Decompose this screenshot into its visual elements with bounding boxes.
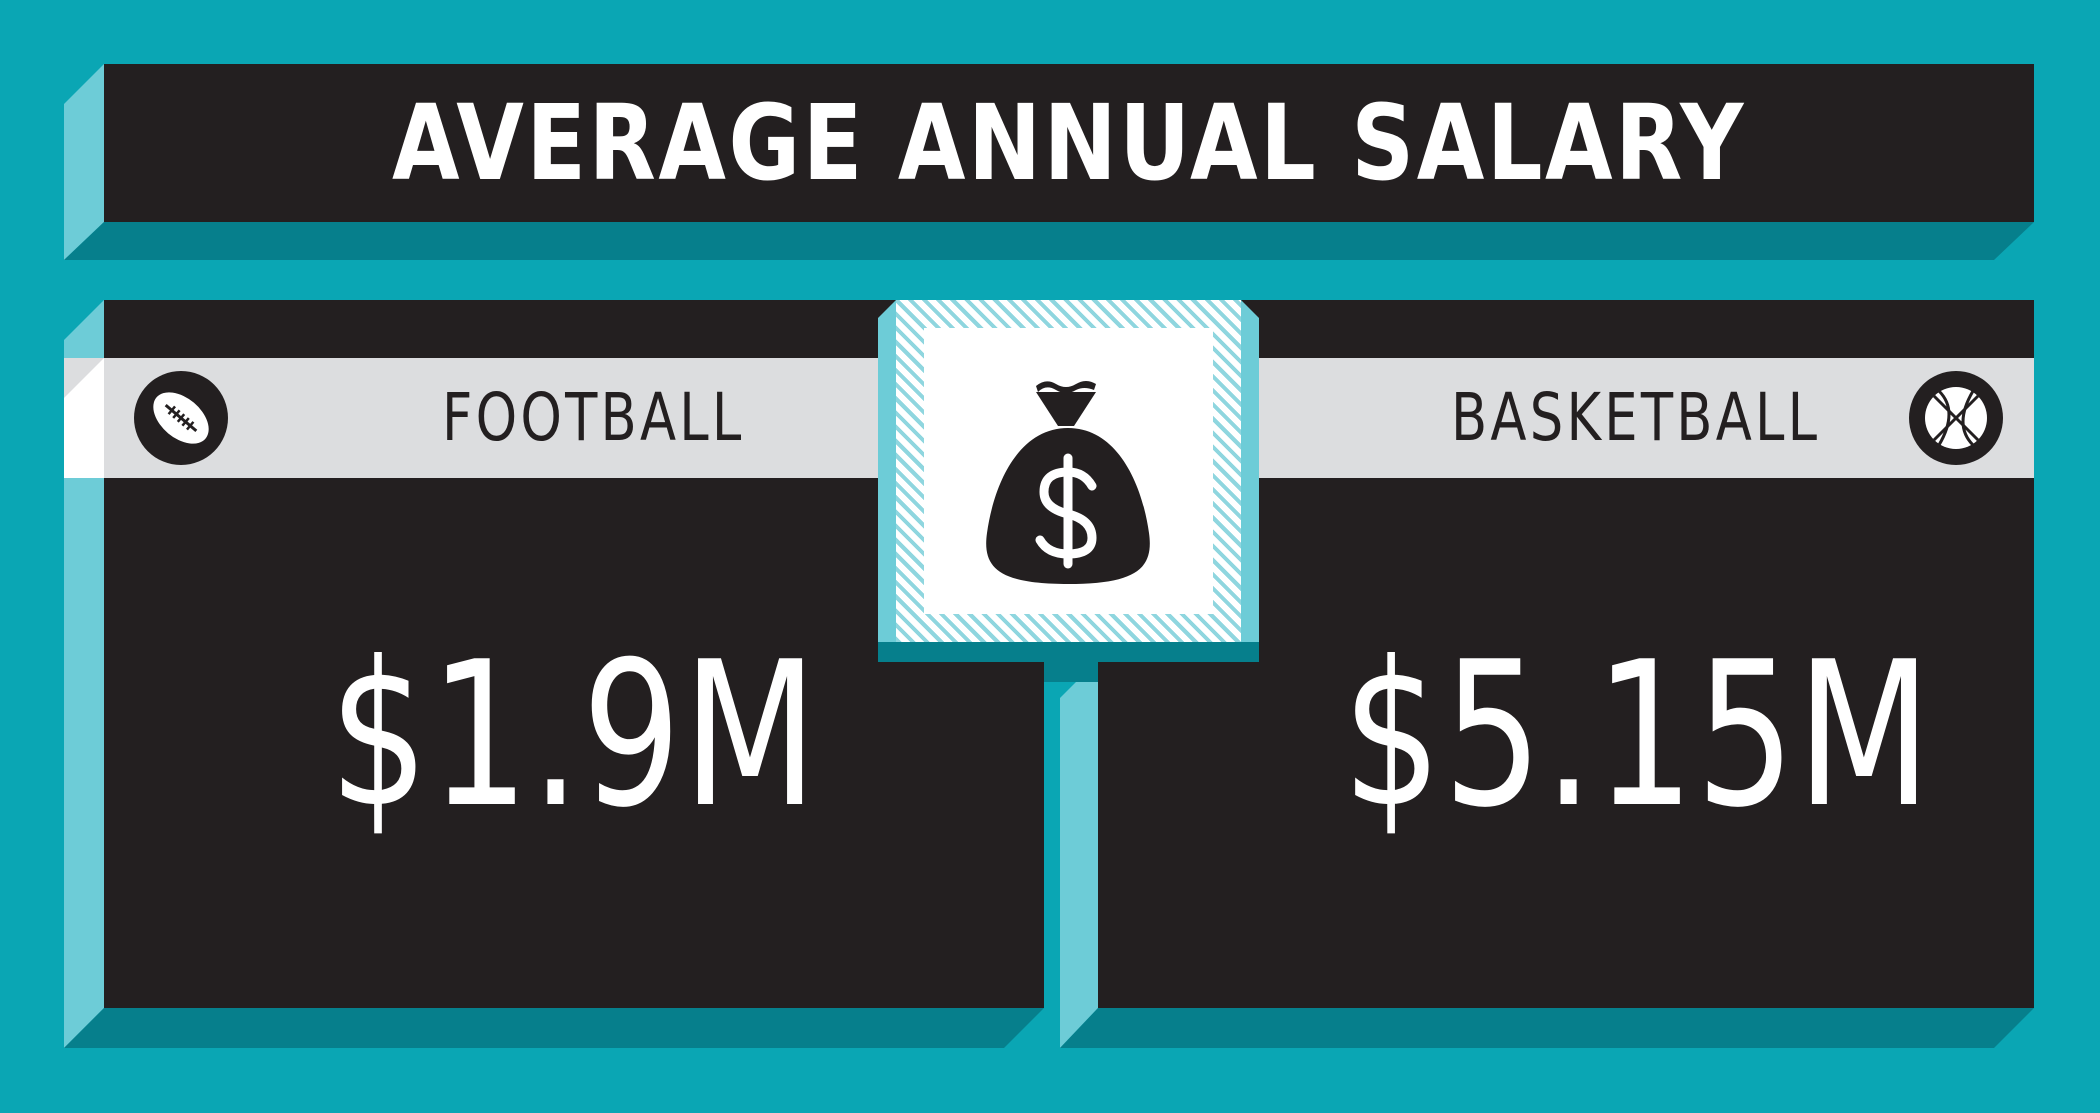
center-bevel-left	[878, 300, 896, 662]
football-value: $1.9M	[329, 618, 819, 852]
football-band-bevel	[64, 358, 104, 478]
basketball-bevel-left	[1060, 660, 1098, 1048]
basketball-label-band: BASKETBALL	[1241, 358, 2034, 478]
center-bevel-right	[1241, 300, 1259, 662]
money-card-inner	[924, 328, 1213, 614]
basketball-label: BASKETBALL	[1451, 379, 1821, 456]
football-bevel-bottom	[64, 1008, 1044, 1048]
basketball-bevel-bottom	[1060, 1008, 2034, 1048]
title-bevel-bottom	[64, 222, 2034, 260]
basketball-icon	[1909, 371, 2003, 465]
basketball-panel-upper	[1241, 300, 2034, 660]
football-label-band: FOOTBALL	[64, 358, 896, 478]
football-icon	[134, 371, 228, 465]
title-panel	[104, 64, 2034, 222]
center-bevel-bottom	[878, 642, 1259, 662]
football-label: FOOTBALL	[442, 379, 745, 456]
money-bag-icon	[986, 381, 1150, 584]
page-title: AVERAGE ANNUAL SALARY	[392, 82, 1746, 204]
basketball-value: $5.15M	[1342, 618, 1933, 852]
money-card	[896, 300, 1241, 642]
